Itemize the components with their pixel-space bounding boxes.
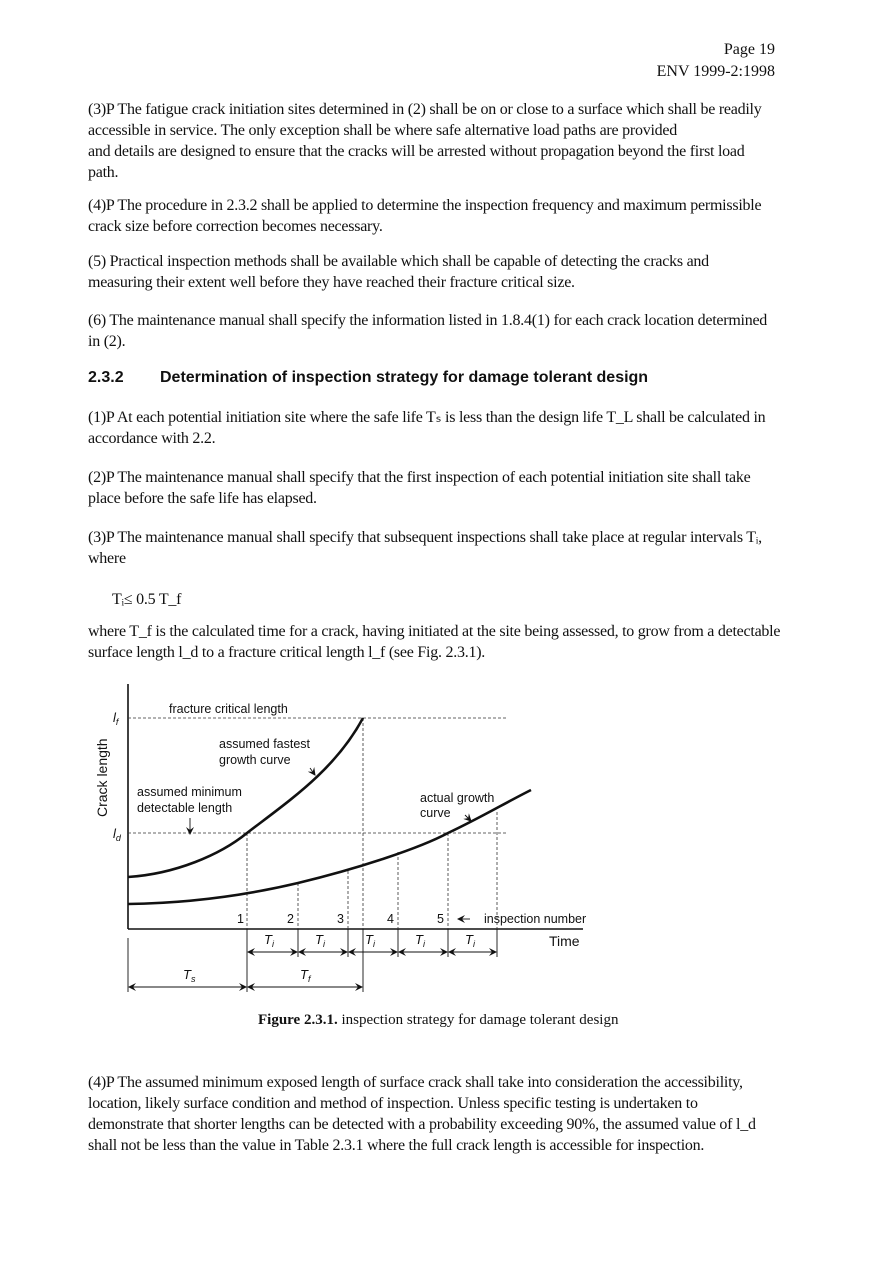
interval-ticks: [127, 929, 498, 992]
bottom-para-line: shall not be less than the value in Tabl…: [88, 1137, 705, 1154]
page-number: Page 19: [723, 41, 775, 58]
inspection-number-3: 3: [337, 912, 344, 926]
figure-caption: Figure 2.3.1. inspection strategy for da…: [258, 1012, 618, 1029]
ti-label: Ti: [264, 932, 275, 949]
ti-label: Ti: [465, 932, 476, 949]
fastest-curve-label: assumed fastest growth curve: [219, 737, 311, 767]
bottom-para-line: demonstrate that shorter lengths can be …: [88, 1116, 756, 1133]
caption-text: inspection strategy for damage tolerant …: [337, 1012, 619, 1028]
para-4p-line: crack size before correction becomes nec…: [88, 218, 383, 235]
para-4p-line: (4)P The procedure in 2.3.2 shall be app…: [88, 197, 762, 214]
where-line: where T_f is the calculated time for a c…: [88, 623, 781, 640]
actual-curve-label: actual growth curve: [420, 791, 494, 820]
tf-label: Tf: [300, 967, 312, 984]
para-5-line: (5) Practical inspection methods shall b…: [88, 253, 709, 270]
section-heading: 2.3.2 Determination of inspection strateg…: [88, 369, 648, 387]
actual-growth-curve: [127, 788, 532, 906]
y-axis-label: Crack length: [94, 738, 110, 817]
section-title: Determination of inspection strategy for…: [160, 369, 649, 386]
dashed-guides: [128, 717, 507, 929]
formula: Tᵢ≤ 0.5 T_f: [112, 591, 182, 608]
fracture-critical-length-label: fracture critical length: [169, 702, 288, 716]
fastest-curve-arrow: [307, 766, 316, 776]
sec-para-1p-line: accordance with 2.2.: [88, 430, 216, 447]
x-axis-label: Time: [549, 933, 580, 949]
inspection-number-label: inspection number: [484, 912, 586, 926]
ts-label: Ts: [183, 967, 196, 984]
sec-para-3p-line: where: [88, 550, 126, 567]
para-6-line: in (2).: [88, 333, 126, 350]
sec-para-2p-line: (2)P The maintenance manual shall specif…: [88, 469, 751, 486]
sec-para-1p-line: (1)P At each potential initiation site w…: [88, 409, 766, 426]
fastest-growth-curve: [127, 717, 365, 879]
bottom-para-line: (4)P The assumed minimum exposed length …: [88, 1074, 743, 1091]
section-number: 2.3.2: [88, 369, 124, 386]
para-6-line: (6) The maintenance manual shall specify…: [88, 312, 768, 329]
inspection-number-4: 4: [387, 912, 394, 926]
where-line: surface length l_d to a fracture critica…: [88, 644, 486, 661]
ti-label: Ti: [415, 932, 426, 949]
interval-arrows: [128, 766, 497, 991]
min-detectable-label: assumed minimum detectable length: [137, 785, 242, 815]
ti-label: Ti: [365, 932, 376, 949]
sec-para-2p-line: place before the safe life has elapsed.: [88, 490, 317, 507]
actual-curve-arrow: [463, 813, 472, 822]
para-3p-line: path.: [88, 164, 119, 181]
ld-label: ld: [113, 826, 122, 843]
para-3p-line: (3)P The fatigue crack initiation sites …: [88, 101, 762, 118]
inspection-number-5: 5: [437, 912, 444, 926]
axes: [127, 684, 583, 930]
para-3p-line: accessible in service. The only exceptio…: [88, 122, 677, 139]
bottom-para-line: location, likely surface condition and m…: [88, 1095, 698, 1112]
standard-id: ENV 1999-2:1998: [656, 63, 775, 80]
inspection-number-1: 1: [237, 912, 244, 926]
ti-label: Ti: [315, 932, 326, 949]
caption-label: Figure 2.3.1.: [258, 1012, 338, 1028]
lf-label: lf: [113, 710, 120, 727]
ti-labels: Ti Ti Ti Ti Ti Ts Tf: [183, 932, 476, 984]
para-3p-line: and details are designed to ensure that …: [88, 143, 745, 160]
growth-curves: [127, 717, 532, 906]
sec-para-3p-line: (3)P The maintenance manual shall specif…: [88, 529, 762, 546]
inspection-number-2: 2: [287, 912, 294, 926]
para-5-line: measuring their extent well before they …: [88, 274, 575, 291]
